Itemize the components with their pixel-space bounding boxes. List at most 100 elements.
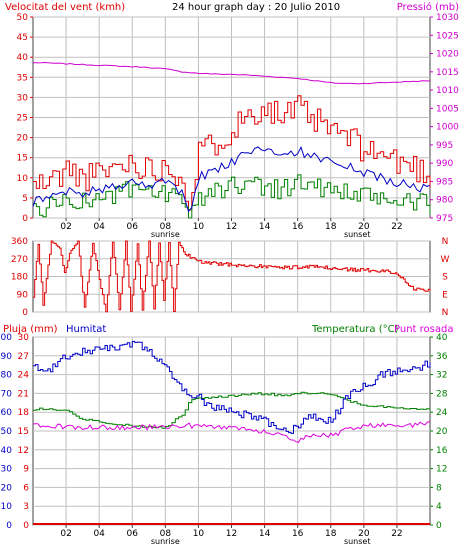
humidity-axis-tick-label: 50 [1,427,13,437]
rain-axis-tick-label: 15 [18,427,29,437]
compass-axis-tick-label: E [442,290,448,300]
temperature-axis-tick-label: 24 [436,408,448,418]
compass-axis-tick-label: S [442,273,448,283]
rain-axis-tick-label: 18 [18,408,30,418]
humidity-panel-x-tick-label: 12 [226,529,237,539]
rain-axis-tick-label: 27 [18,352,29,362]
direction-axis-tick-label: 90 [17,290,29,300]
humidity-panel-x-tick-label: 02 [60,529,71,539]
rain-axis-tick-label: 30 [18,333,30,343]
humidity-axis-tick-label: 0 [6,521,12,531]
wind-speed-axis-tick-label: 10 [17,174,29,184]
wind-panel-x-tick-label: 14 [259,222,271,232]
wind-low-line [33,174,431,219]
humidity-label: Humitat [66,324,106,335]
wind-panel-x-tick-label: 10 [193,222,205,232]
temperature-axis-tick-label: 32 [436,371,447,381]
rain-axis-tick-label: 3 [23,502,29,512]
temperature-axis-tick-label: 4 [436,502,442,512]
humidity-panel-sunrise-label: sunrise [151,537,180,546]
direction-axis-tick-label: 270 [11,255,28,265]
pressure-axis-tick-label: 1025 [436,31,459,41]
direction-axis-tick-label: 180 [11,273,28,283]
humidity-axis-tick-label: 40 [1,446,13,456]
humidity-axis-tick-label: 20 [1,483,13,493]
direction-axis-tick-label: 0 [22,308,28,318]
rain-axis-tick-label: 0 [23,521,29,531]
temperature-axis-tick-label: 8 [436,483,442,493]
humidity-axis-tick-label: 10 [1,502,13,512]
wind-direction-line [33,240,431,313]
rain-axis-tick-label: 21 [18,389,29,399]
wind-panel-x-tick-label: 22 [391,222,402,232]
pressure-axis-tick-label: 980 [436,196,453,206]
pressure-axis-tick-label: 1005 [436,104,459,114]
pressure-axis-tick-label: 975 [436,214,453,224]
wind-panel-x-tick-label: 02 [60,222,71,232]
wind-panel-x-tick-label: 04 [93,222,105,232]
pressure-label: Pressió (mb) [397,1,459,13]
pressure-axis-tick-label: 985 [436,177,453,187]
wind-panel-sunrise-label: sunrise [151,230,180,239]
humidity-axis-tick-label: 30 [1,465,13,475]
pressure-axis-tick-label: 1010 [436,86,459,96]
temperature-axis-tick-label: 12 [436,465,447,475]
humidity-panel-x-tick-label: 20 [358,529,370,539]
direction-axis-tick-label: 360 [11,237,28,247]
humidity-panel-x-tick-label: 16 [292,529,304,539]
pressure-axis-tick-label: 1015 [436,68,459,78]
humidity-axis-tick-label: 100 [0,333,12,343]
wind-gust-line [33,95,431,211]
wind-speed-axis-tick-label: 35 [17,73,28,83]
temperature-axis-tick-label: 20 [436,427,448,437]
rain-axis-tick-label: 12 [18,446,29,456]
wind-panel-x-tick-label: 20 [358,222,370,232]
wind-panel-x-tick-label: 06 [127,222,139,232]
humidity-panel-x-tick-label: 14 [259,529,271,539]
dewpoint-label: Punt rosada [394,324,453,335]
humidity-axis-tick-label: 60 [1,408,13,418]
wind-panel-sunset-label: sunset [344,230,371,239]
wind-panel-x-tick-label: 18 [325,222,337,232]
rain-axis-tick-label: 24 [18,371,30,381]
humidity-panel-x-tick-label: 06 [127,529,139,539]
wind-speed-axis-tick-label: 25 [17,114,28,124]
pressure-axis-tick-label: 995 [436,141,453,151]
rain-axis-tick-label: 6 [23,483,29,493]
wind-speed-axis-tick-label: 5 [22,194,28,204]
compass-axis-tick-label: W [441,255,450,265]
dewpoint-line [32,421,431,443]
humidity-panel-x-tick-label: 10 [193,529,205,539]
humidity-axis-tick-label: 90 [1,352,13,362]
pressure-axis-tick-label: 990 [436,159,453,169]
pressure-axis-tick-label: 1030 [436,13,459,23]
humidity-line [33,340,431,434]
temperature-axis-tick-label: 40 [436,333,448,343]
rain-axis-tick-label: 9 [23,465,29,475]
wind-speed-axis-tick-label: 0 [22,214,28,224]
wind-speed-axis-tick-label: 40 [17,53,29,63]
pressure-axis-tick-label: 1020 [436,50,459,60]
chart-title: 24 hour graph day : 20 Julio 2010 [172,2,340,13]
temperature-axis-tick-label: 16 [436,446,448,456]
wind-speed-axis-tick-label: 50 [17,13,29,23]
wind-speed-label: Velocitat del vent (kmh) [5,2,125,13]
wind-panel-x-tick-label: 12 [226,222,237,232]
wind-speed-axis-tick-label: 20 [17,134,29,144]
humidity-axis-tick-label: 80 [1,371,13,381]
wind-speed-axis-tick-label: 15 [17,154,28,164]
wind-average-line [32,146,431,213]
wind-panel-x-tick-label: 16 [292,222,304,232]
temperature-line [33,391,431,429]
humidity-panel-x-tick-label: 18 [325,529,337,539]
generated-chart-marks: 0510152025303540455097598098599099510001… [0,13,459,546]
humidity-panel-x-tick-label: 04 [93,529,105,539]
temperature-axis-tick-label: 28 [436,389,448,399]
pressure-line [32,61,431,85]
rain-label: Pluja (mm) [3,324,58,335]
wind-speed-axis-tick-label: 45 [17,33,28,43]
wind-panel-x-tick-label: 08 [160,222,172,232]
humidity-panel-x-tick-label: 22 [391,529,402,539]
temperature-label: Temperatura (°C) [311,324,399,335]
